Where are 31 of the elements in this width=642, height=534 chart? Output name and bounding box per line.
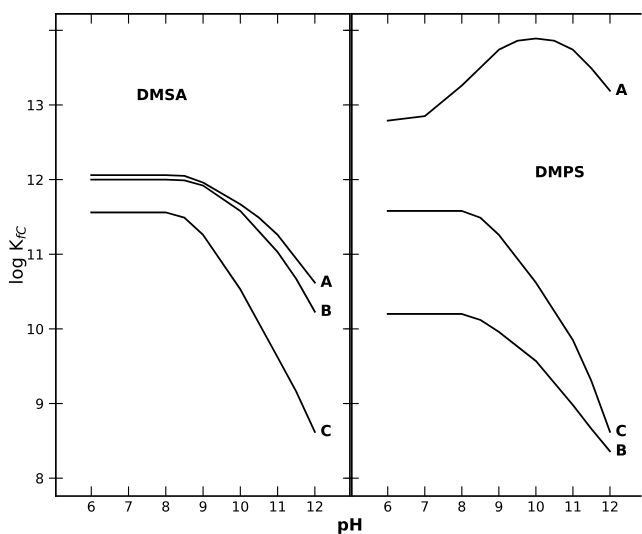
- x-tick-label: 9: [200, 501, 206, 512]
- x-tick-label: 12: [308, 501, 322, 512]
- x-tick-label: 8: [458, 501, 466, 512]
- y-tick-label: 12: [28, 174, 43, 185]
- x-tick-label: 11: [270, 501, 286, 512]
- x-tick-label: 10: [528, 501, 544, 512]
- series-label: A: [320, 276, 332, 287]
- y-tick-label: 11: [28, 249, 43, 260]
- x-tick-label: 8: [162, 501, 170, 512]
- text: DMPS: [536, 166, 584, 178]
- series-label: A: [616, 84, 628, 95]
- x-tick-label: 11: [566, 501, 580, 512]
- x-tick-label: 6: [384, 501, 392, 512]
- y-tick-label: 8: [36, 473, 44, 484]
- x-tick-label: 7: [125, 501, 132, 512]
- x-tick-label: 10: [233, 501, 248, 512]
- x-tick-label: 9: [495, 501, 502, 512]
- text: DMSA: [138, 88, 187, 100]
- line-series: [90, 212, 316, 433]
- x-tick-label: 6: [88, 501, 95, 512]
- y-tick-label: 10: [28, 324, 44, 334]
- series-label: C: [616, 424, 626, 436]
- x-axis-title: pH: [338, 518, 362, 534]
- series-label: B: [616, 444, 626, 456]
- series-label: C: [321, 424, 331, 436]
- y-tick-label: 9: [36, 398, 44, 409]
- y-tick-label: 13: [28, 100, 43, 110]
- x-tick-label: 7: [422, 501, 428, 512]
- y-axis-title: log K$_{fC}$: [8, 226, 26, 283]
- series-label: B: [322, 304, 331, 316]
- x-tick-label: 12: [602, 501, 618, 512]
